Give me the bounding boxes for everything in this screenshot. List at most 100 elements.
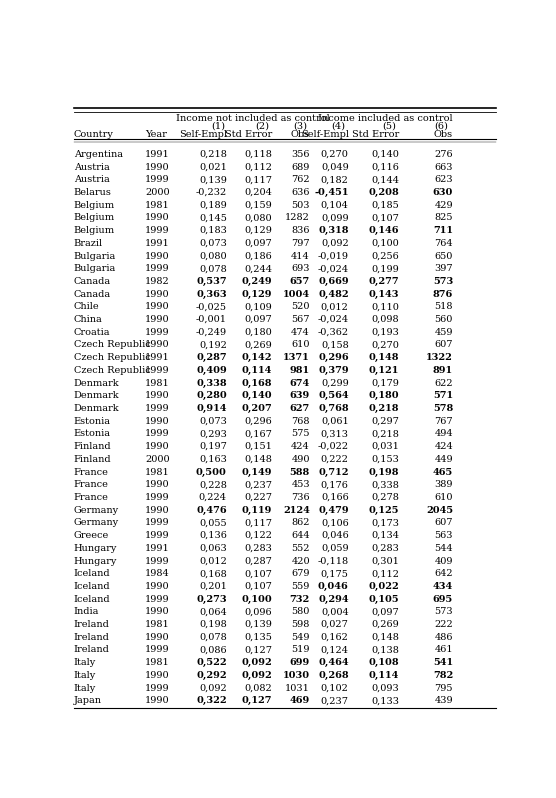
Text: 0,197: 0,197 xyxy=(199,442,227,451)
Text: 453: 453 xyxy=(291,480,310,489)
Text: 0,222: 0,222 xyxy=(321,455,349,464)
Text: 580: 580 xyxy=(291,607,310,616)
Text: 0,046: 0,046 xyxy=(321,531,349,540)
Text: 610: 610 xyxy=(434,493,453,502)
Text: 711: 711 xyxy=(433,226,453,235)
Text: 1322: 1322 xyxy=(426,354,453,362)
Text: 0,712: 0,712 xyxy=(318,468,349,476)
Text: 1990: 1990 xyxy=(145,251,170,260)
Text: 0,273: 0,273 xyxy=(196,595,227,603)
Text: Belgium: Belgium xyxy=(74,200,115,210)
Text: 0,129: 0,129 xyxy=(244,226,272,235)
Text: 0,204: 0,204 xyxy=(244,188,272,197)
Text: 0,313: 0,313 xyxy=(321,429,349,438)
Text: 0,201: 0,201 xyxy=(199,582,227,591)
Text: 0,078: 0,078 xyxy=(199,264,227,273)
Text: 0,092: 0,092 xyxy=(321,239,349,248)
Text: 1990: 1990 xyxy=(145,607,170,616)
Text: 429: 429 xyxy=(434,200,453,210)
Text: -0,025: -0,025 xyxy=(196,302,227,311)
Text: 1999: 1999 xyxy=(145,176,170,184)
Text: 0,107: 0,107 xyxy=(244,582,272,591)
Text: 2045: 2045 xyxy=(426,506,453,515)
Text: -0,001: -0,001 xyxy=(196,315,227,324)
Text: 0,166: 0,166 xyxy=(321,493,349,502)
Text: 0,294: 0,294 xyxy=(318,595,349,603)
Text: 0,522: 0,522 xyxy=(196,658,227,667)
Text: 0,192: 0,192 xyxy=(199,341,227,350)
Text: 623: 623 xyxy=(434,176,453,184)
Text: 2000: 2000 xyxy=(145,188,170,197)
Text: 0,118: 0,118 xyxy=(244,150,272,159)
Text: -0,118: -0,118 xyxy=(317,556,349,566)
Text: 0,061: 0,061 xyxy=(321,417,349,425)
Text: 0,185: 0,185 xyxy=(371,200,399,210)
Text: 732: 732 xyxy=(290,595,310,603)
Text: 0,129: 0,129 xyxy=(241,290,272,298)
Text: 0,117: 0,117 xyxy=(244,519,272,527)
Text: 0,189: 0,189 xyxy=(199,200,227,210)
Text: 1999: 1999 xyxy=(145,646,170,654)
Text: 573: 573 xyxy=(434,607,453,616)
Text: 0,127: 0,127 xyxy=(244,646,272,654)
Text: 0,144: 0,144 xyxy=(371,176,399,184)
Text: 657: 657 xyxy=(290,277,310,286)
Text: 0,218: 0,218 xyxy=(371,429,399,438)
Text: Belgium: Belgium xyxy=(74,226,115,235)
Text: 0,112: 0,112 xyxy=(371,569,399,579)
Text: -0,362: -0,362 xyxy=(317,328,349,337)
Text: 0,283: 0,283 xyxy=(244,543,272,553)
Text: 0,564: 0,564 xyxy=(318,391,349,401)
Text: 0,149: 0,149 xyxy=(241,468,272,476)
Text: 420: 420 xyxy=(291,556,310,566)
Text: 1004: 1004 xyxy=(283,290,310,298)
Text: 0,122: 0,122 xyxy=(244,531,272,540)
Text: Std Error: Std Error xyxy=(352,130,399,139)
Text: 0,277: 0,277 xyxy=(369,277,399,286)
Text: 699: 699 xyxy=(290,658,310,667)
Text: 0,012: 0,012 xyxy=(321,302,349,311)
Text: 768: 768 xyxy=(291,417,310,425)
Text: (6): (6) xyxy=(434,122,448,131)
Text: 679: 679 xyxy=(291,569,310,579)
Text: 0,093: 0,093 xyxy=(371,684,399,693)
Text: 0,059: 0,059 xyxy=(321,543,349,553)
Text: 0,163: 0,163 xyxy=(199,455,227,464)
Text: 1990: 1990 xyxy=(145,671,170,680)
Text: 0,012: 0,012 xyxy=(199,556,227,566)
Text: 0,269: 0,269 xyxy=(244,341,272,350)
Text: 0,082: 0,082 xyxy=(244,684,272,693)
Text: Chile: Chile xyxy=(74,302,100,311)
Text: 0,199: 0,199 xyxy=(371,264,399,273)
Text: 862: 862 xyxy=(291,519,310,527)
Text: 1981: 1981 xyxy=(145,468,170,476)
Text: 486: 486 xyxy=(434,633,453,642)
Text: 0,097: 0,097 xyxy=(244,239,272,248)
Text: 0,176: 0,176 xyxy=(321,480,349,489)
Text: Ireland: Ireland xyxy=(74,646,110,654)
Text: 520: 520 xyxy=(291,302,310,311)
Text: Denmark: Denmark xyxy=(74,404,120,413)
Text: 0,086: 0,086 xyxy=(199,646,227,654)
Text: 0,338: 0,338 xyxy=(371,480,399,489)
Text: 0,135: 0,135 xyxy=(244,633,272,642)
Text: 0,218: 0,218 xyxy=(199,150,227,159)
Text: 575: 575 xyxy=(291,429,310,438)
Text: 0,112: 0,112 xyxy=(244,163,272,172)
Text: 0,105: 0,105 xyxy=(369,595,399,603)
Text: 1990: 1990 xyxy=(145,213,170,223)
Text: 560: 560 xyxy=(435,315,453,324)
Text: 0,139: 0,139 xyxy=(244,620,272,629)
Text: 2000: 2000 xyxy=(145,455,170,464)
Text: 0,249: 0,249 xyxy=(241,277,272,286)
Text: Canada: Canada xyxy=(74,277,111,286)
Text: 0,296: 0,296 xyxy=(318,354,349,362)
Text: 782: 782 xyxy=(433,671,453,680)
Text: 439: 439 xyxy=(434,697,453,705)
Text: -0,019: -0,019 xyxy=(317,251,349,260)
Text: China: China xyxy=(74,315,102,324)
Text: Bulgaria: Bulgaria xyxy=(74,251,116,260)
Text: -0,022: -0,022 xyxy=(317,442,349,451)
Text: 0,301: 0,301 xyxy=(371,556,399,566)
Text: 0,237: 0,237 xyxy=(321,697,349,705)
